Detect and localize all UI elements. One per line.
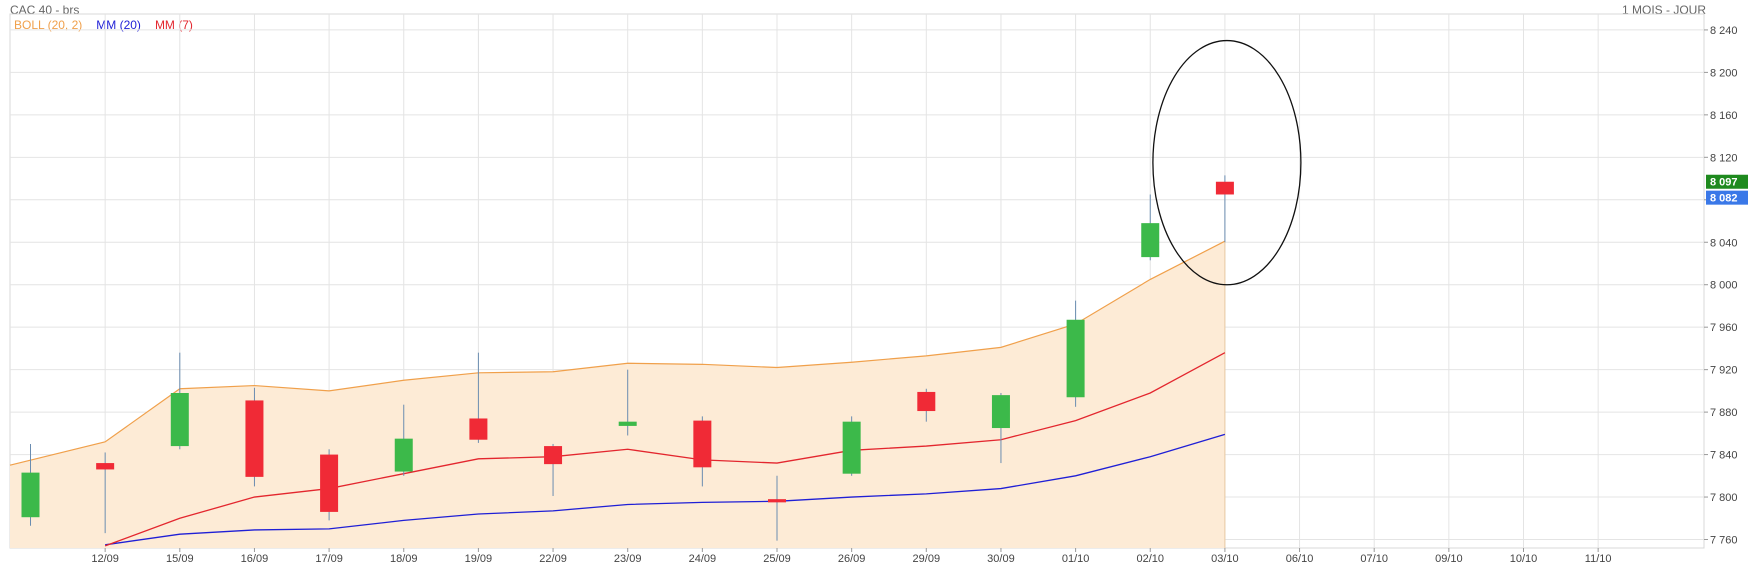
x-tick-label: 07/10 (1360, 553, 1388, 565)
x-tick-label: 01/10 (1062, 553, 1090, 565)
x-tick-label: 29/09 (913, 553, 941, 565)
y-tick-label: 7 880 (1710, 407, 1738, 419)
x-tick-label: 17/09 (315, 553, 343, 565)
x-tick-label: 15/09 (166, 553, 194, 565)
candle-up (1141, 223, 1160, 258)
x-tick-label: 23/09 (614, 553, 642, 565)
y-tick-label: 7 760 (1710, 535, 1738, 547)
bollinger-upper-line (9, 240, 1226, 466)
candle-down (320, 454, 339, 512)
x-tick-label: 06/10 (1286, 553, 1314, 565)
candle-up (842, 421, 861, 474)
x-tick-label: 26/09 (838, 553, 866, 565)
x-tick-label: 22/09 (539, 553, 567, 565)
candle-up (991, 395, 1010, 429)
y-tick-label: 8 040 (1710, 237, 1738, 249)
y-tick-label: 8 000 (1710, 280, 1738, 292)
candle-down (96, 463, 115, 470)
candle-down (1215, 181, 1234, 195)
candle-down (768, 499, 786, 503)
y-tick-label: 7 960 (1710, 322, 1738, 334)
x-tick-label: 11/10 (1585, 553, 1612, 565)
y-tick-label: 8 120 (1710, 152, 1738, 164)
price-badge (1706, 190, 1748, 205)
candle-up (170, 393, 189, 447)
y-tick-label: 7 840 (1710, 450, 1738, 462)
x-tick-label: 10/10 (1510, 553, 1538, 565)
candle-up (21, 472, 40, 518)
y-tick-label: 7 920 (1710, 365, 1738, 377)
price-badge-label: 8 097 (1710, 177, 1738, 189)
candle-down (917, 391, 936, 412)
y-tick-label: 8 240 (1710, 25, 1738, 37)
mm7-line (104, 352, 1226, 547)
y-tick-label: 7 800 (1710, 492, 1738, 504)
x-tick-label: 18/09 (390, 553, 418, 565)
legend-item-boll: BOLL (20, 2) (14, 18, 83, 32)
candle-down (245, 400, 264, 477)
y-tick-label: 8 160 (1710, 110, 1738, 122)
candle-up (1066, 319, 1085, 398)
candle-up (618, 421, 637, 426)
x-tick-label: 25/09 (763, 553, 791, 565)
x-tick-label: 12/09 (91, 553, 119, 565)
price-badge (1706, 174, 1748, 189)
price-badge-label: 8 082 (1710, 193, 1738, 205)
x-tick-label: 16/09 (241, 553, 269, 565)
x-tick-label: 19/09 (465, 553, 493, 565)
y-tick-label: 8 200 (1710, 67, 1738, 79)
annotation-ellipse (1152, 39, 1302, 286)
x-tick-label: 30/09 (987, 553, 1015, 565)
candle-down (544, 446, 563, 465)
mm20-line (105, 433, 1226, 546)
x-tick-label: 09/10 (1435, 553, 1463, 565)
x-tick-label: 24/09 (689, 553, 717, 565)
bollinger-band-area (10, 241, 1225, 548)
legend: BOLL (20, 2) MM (20) MM (7) (14, 18, 193, 32)
candle-up (394, 438, 413, 472)
legend-item-mm7: MM (7) (154, 18, 193, 32)
candle-down (469, 418, 488, 440)
legend-item-mm20: MM (20) (96, 18, 141, 32)
candle-down (693, 420, 712, 468)
x-tick-label: 02/10 (1136, 553, 1164, 565)
x-tick-label: 03/10 (1211, 553, 1239, 565)
